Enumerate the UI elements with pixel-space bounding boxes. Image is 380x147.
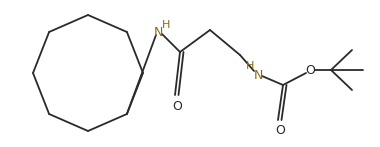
Text: H: H <box>246 61 254 71</box>
Text: H: H <box>162 20 170 30</box>
Text: N: N <box>153 25 163 39</box>
Text: O: O <box>305 64 315 76</box>
Text: N: N <box>253 69 263 81</box>
Text: O: O <box>275 125 285 137</box>
Text: O: O <box>172 100 182 112</box>
